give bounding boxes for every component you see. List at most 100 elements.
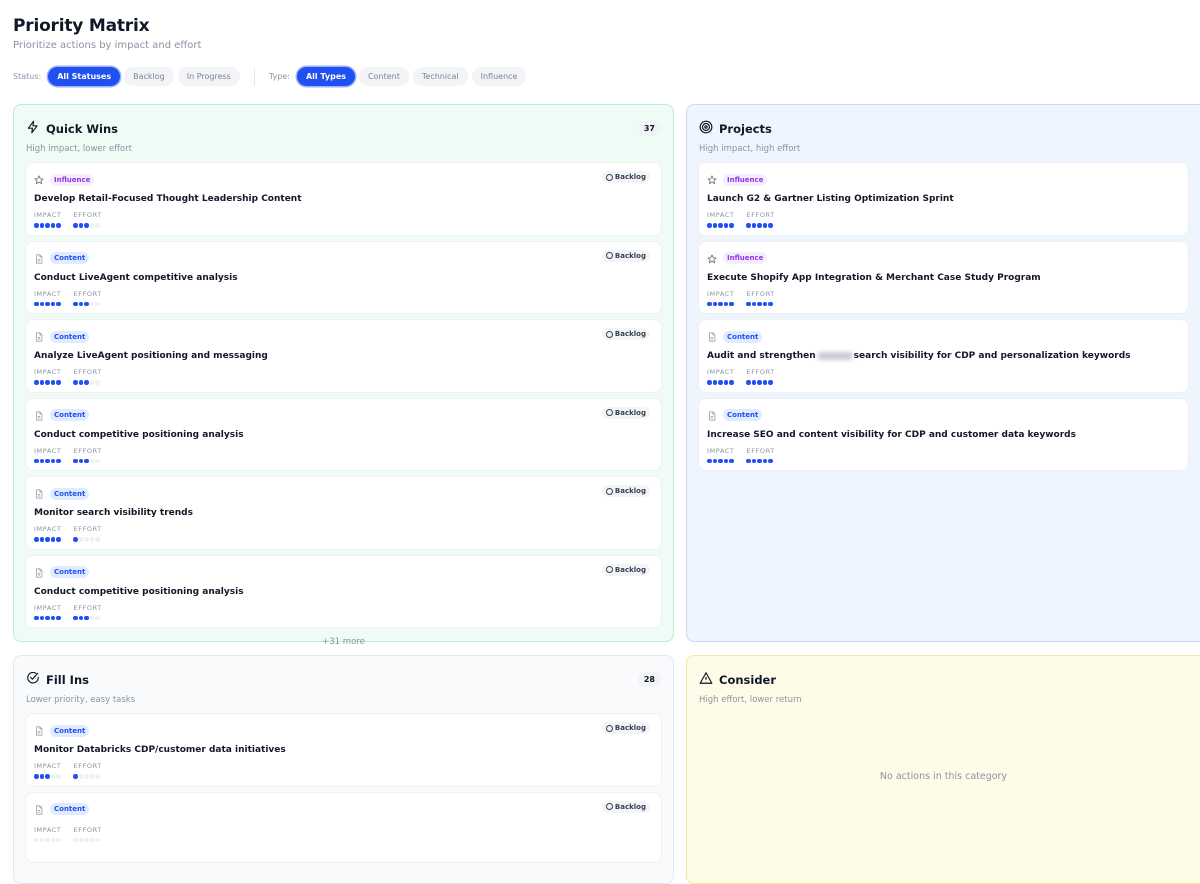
document-icon (707, 327, 717, 346)
rating-dot (84, 774, 89, 779)
star-icon (707, 249, 717, 268)
impact-label: IMPACT (34, 825, 62, 834)
circle-icon (605, 487, 613, 495)
action-card[interactable]: Content Increase SEO and content visibil… (699, 398, 1188, 470)
show-more-link[interactable]: +31 more (322, 637, 365, 647)
effort-rating (73, 837, 101, 842)
effort-rating (73, 774, 101, 779)
rating-dot (757, 301, 762, 306)
rating-dot (89, 615, 95, 620)
type-filter-all-types[interactable]: All Types (296, 67, 356, 86)
rating-dot (78, 537, 84, 542)
rating-dot (89, 837, 95, 842)
status-text: Backlog (614, 802, 646, 811)
rating-dot (34, 380, 39, 385)
status-text: Backlog (614, 487, 646, 495)
rating-dot (50, 301, 55, 306)
circle-icon (605, 252, 613, 259)
rating-dot (78, 223, 84, 228)
status-filter-all-statuses[interactable]: All Statuses (48, 67, 121, 86)
card-title: Develop Retail-Focused Thought Leadershi… (34, 194, 653, 204)
status-text: Backlog (614, 251, 646, 260)
quadrant-projects: Projects High impact, high effort Influe… (686, 104, 1200, 642)
status-badge: Backlog (601, 800, 650, 813)
action-card[interactable]: Content Backlog Monitor search visibilit… (26, 477, 661, 549)
action-card[interactable]: Content Backlog Monitor Databricks CDP/c… (26, 714, 661, 786)
rating-dot (39, 458, 44, 463)
impact-label: IMPACT (34, 211, 62, 219)
rating-dot (707, 380, 712, 385)
quadrant-title: Quick Wins (46, 121, 119, 136)
rating-dot (39, 223, 44, 228)
rating-dot (45, 380, 50, 385)
rating-dot (45, 615, 50, 620)
rating-dot (84, 537, 89, 542)
action-card[interactable]: Influence Execute Shopify App Integratio… (699, 241, 1188, 313)
rating-dot (762, 223, 768, 228)
status-badge: Backlog (601, 171, 650, 183)
impact-label: IMPACT (707, 211, 735, 219)
document-icon (34, 249, 44, 268)
target-icon (699, 119, 713, 138)
effort-rating (746, 458, 774, 463)
status-filter-label: Status: (13, 72, 42, 81)
status-badge: Backlog (601, 328, 650, 340)
rating-dot (73, 774, 78, 779)
status-badge: Backlog (601, 563, 650, 576)
rating-dot (34, 537, 39, 542)
rating-dot (707, 301, 712, 306)
action-card[interactable]: Content Backlog Conduct competitive posi… (26, 555, 661, 627)
divider (253, 67, 255, 86)
action-card[interactable]: Content Backlog Analyze LiveAgent positi… (26, 320, 661, 392)
type-filter-influence[interactable]: Influence (471, 67, 527, 86)
rating-dot (56, 537, 61, 542)
status-badge: Backlog (601, 722, 650, 734)
rating-dot (707, 223, 712, 228)
impact-rating (707, 380, 734, 385)
rating-dot (757, 223, 762, 228)
rating-dot (56, 301, 61, 306)
rating-dot (56, 380, 61, 385)
rating-dot (73, 380, 78, 385)
action-card[interactable]: Influence Launch G2 & Gartner Listing Op… (699, 163, 1188, 235)
circle-icon (605, 566, 613, 573)
effort-label: EFFORT (73, 368, 102, 376)
action-card[interactable]: Content Audit and strengthen search visib… (699, 320, 1188, 392)
rating-dot (746, 223, 751, 228)
rating-dot (723, 458, 728, 463)
rating-dot (89, 774, 95, 779)
action-card[interactable]: Content Backlog Conduct LiveAgent compet… (26, 241, 661, 313)
check-circle-icon (26, 670, 40, 689)
rating-dot (718, 458, 723, 463)
card-title: Conduct competitive positioning analysis (34, 587, 653, 597)
circle-icon (605, 173, 613, 181)
quadrant-title: Fill Ins (46, 672, 89, 687)
type-filter-content[interactable]: Content (359, 67, 409, 86)
rating-dot (39, 837, 44, 842)
type-filter-technical[interactable]: Technical (412, 67, 468, 86)
rating-dot (78, 301, 84, 306)
action-card[interactable]: Influence Backlog Develop Retail-Focused… (26, 163, 661, 235)
status-text: Backlog (614, 173, 646, 181)
type-badge: Content (723, 330, 763, 343)
card-title-text: Conduct competitive positioning analysis (34, 586, 244, 597)
type-badge: Content (723, 409, 763, 421)
document-icon (34, 800, 44, 819)
page-subtitle: Prioritize actions by impact and effort (13, 40, 202, 51)
action-card[interactable]: Content Backlog Conduct competitive posi… (26, 398, 661, 470)
rating-dot (84, 837, 89, 842)
quadrant-quick-wins: Quick Wins 37 High impact, lower effort … (13, 104, 674, 647)
card-title-text: Conduct competitive positioning analysis (34, 429, 244, 440)
rating-dot (73, 223, 78, 228)
status-filter-in-progress[interactable]: In Progress (177, 67, 240, 86)
action-card[interactable]: Content Backlog IMPACT EFFORT (26, 792, 661, 862)
document-icon (707, 406, 717, 425)
status-filter-backlog[interactable]: Backlog (124, 67, 174, 86)
rating-dot (56, 458, 61, 463)
card-title-text: Conduct LiveAgent competitive analysis (34, 272, 238, 283)
rating-dot (723, 223, 728, 228)
effort-label: EFFORT (73, 525, 102, 533)
rating-dot (707, 458, 712, 463)
card-title: Launch G2 & Gartner Listing Optimization… (707, 194, 1180, 204)
card-title-text: Execute Shopify App Integration & Mercha… (707, 272, 1041, 283)
